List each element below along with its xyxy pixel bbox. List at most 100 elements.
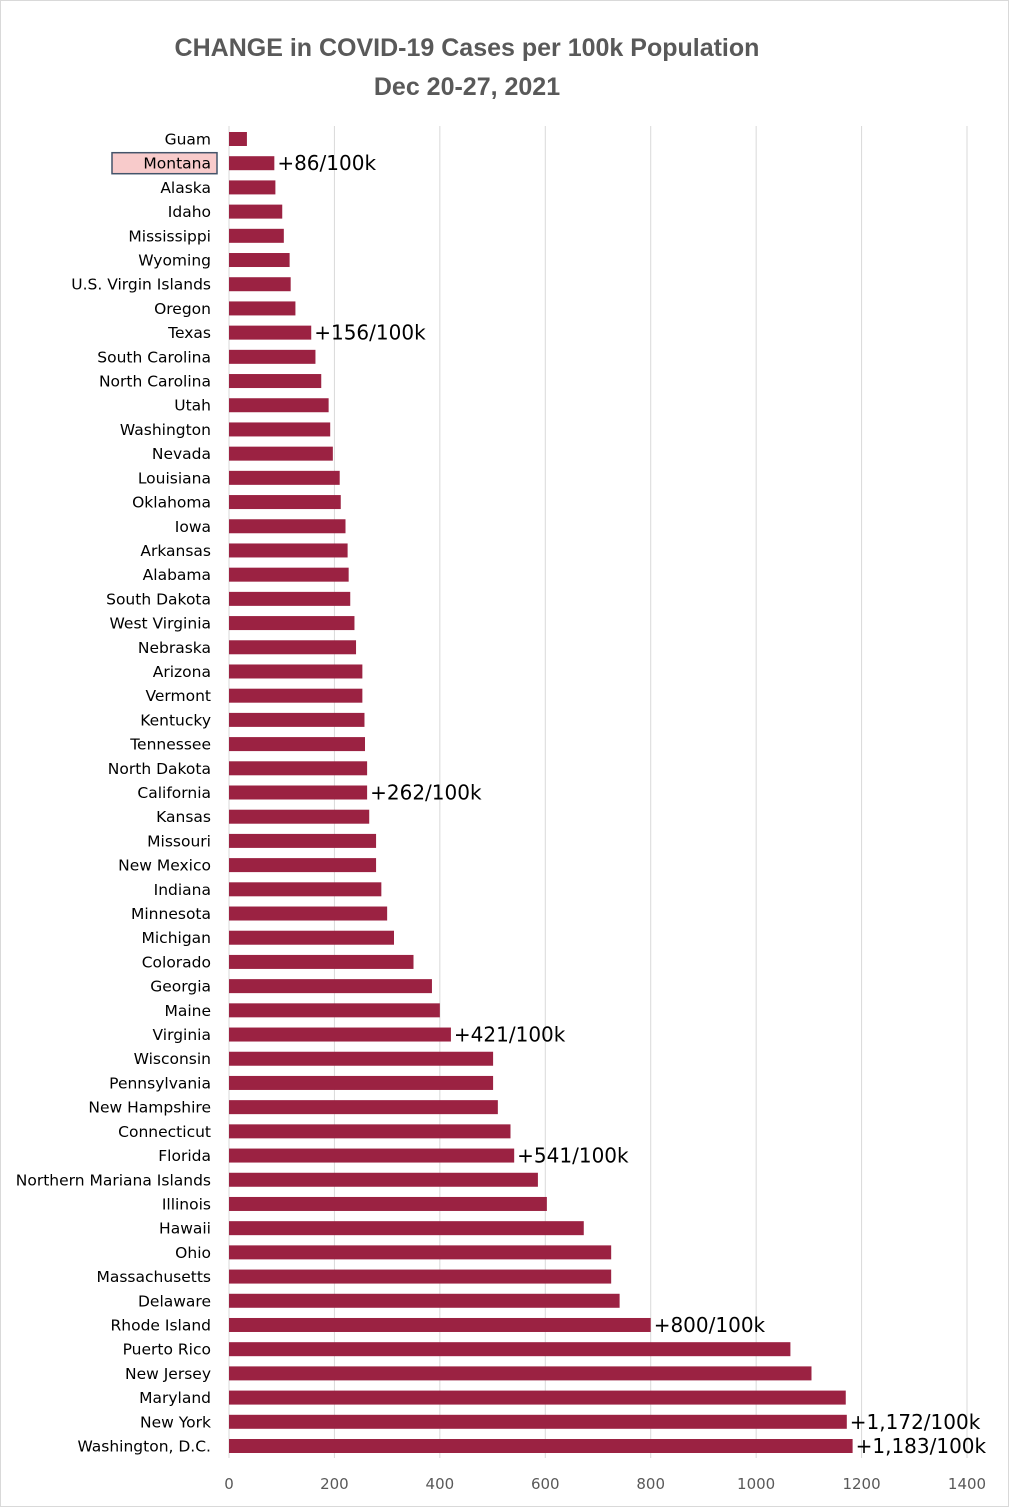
bar-south-carolina xyxy=(229,349,316,364)
gridlines xyxy=(228,126,968,1458)
bar-louisiana xyxy=(229,470,340,485)
bar-arkansas xyxy=(229,543,348,558)
category-label-oklahoma: Oklahoma xyxy=(132,494,211,512)
category-label-montana: Montana xyxy=(143,155,211,173)
bar-delaware xyxy=(229,1293,620,1308)
bar-kentucky xyxy=(229,712,365,727)
category-label-west-virginia: West Virginia xyxy=(110,615,211,633)
chart-title: CHANGE in COVID-19 Cases per 100k Popula… xyxy=(175,34,760,62)
category-label-pennsylvania: Pennsylvania xyxy=(109,1074,211,1092)
bar-virginia xyxy=(229,1027,451,1042)
category-label-kansas: Kansas xyxy=(156,808,211,826)
category-label-nebraska: Nebraska xyxy=(138,639,211,657)
category-label-washington-d-c: Washington, D.C. xyxy=(77,1438,211,1456)
category-label-tennessee: Tennessee xyxy=(129,736,211,754)
bar-northern-mariana-islands xyxy=(229,1172,538,1187)
category-label-new-jersey: New Jersey xyxy=(125,1365,211,1383)
bar-massachusetts xyxy=(229,1269,612,1284)
category-label-north-dakota: North Dakota xyxy=(108,760,211,778)
x-tick-label-1000: 1000 xyxy=(737,1475,775,1493)
bar-washington-d-c xyxy=(229,1439,853,1453)
bar-north-carolina xyxy=(229,374,322,389)
category-label-massachusetts: Massachusetts xyxy=(96,1268,211,1286)
category-label-vermont: Vermont xyxy=(145,687,211,705)
bar-kansas xyxy=(229,809,370,824)
bar-u-s-virgin-islands xyxy=(229,277,291,292)
category-label-florida: Florida xyxy=(158,1147,211,1165)
category-label-california: California xyxy=(137,784,211,802)
bar-utah xyxy=(229,398,329,413)
bar-south-dakota xyxy=(229,591,351,606)
bar-maryland xyxy=(229,1390,846,1405)
bar-puerto-rico xyxy=(229,1342,791,1357)
data-label-texas: +156/100k xyxy=(314,321,426,345)
bar-connecticut xyxy=(229,1124,511,1139)
data-label-new-york: +1,172/100k xyxy=(850,1410,981,1434)
category-label-alaska: Alaska xyxy=(160,179,211,197)
bar-tennessee xyxy=(229,737,366,752)
bar-wisconsin xyxy=(229,1051,494,1066)
x-axis-ticks: 0 200 400 600 800 1000 1200 1400 xyxy=(224,1475,986,1493)
category-label-louisiana: Louisiana xyxy=(138,469,211,487)
bar-michigan xyxy=(229,930,394,945)
category-label-delaware: Delaware xyxy=(138,1292,211,1310)
category-label-u-s-virgin-islands: U.S. Virgin Islands xyxy=(71,276,211,294)
bar-washington xyxy=(229,422,331,437)
category-label-new-york: New York xyxy=(140,1413,211,1431)
bar-oregon xyxy=(229,301,296,316)
category-label-guam: Guam xyxy=(165,131,211,149)
bar-oklahoma xyxy=(229,495,341,510)
category-label-rhode-island: Rhode Island xyxy=(111,1316,212,1334)
data-label-washington-d-c: +1,183/100k xyxy=(856,1434,987,1458)
data-label-florida: +541/100k xyxy=(517,1144,629,1168)
bar-nebraska xyxy=(229,640,357,655)
bar-hawaii xyxy=(229,1221,584,1236)
category-label-connecticut: Connecticut xyxy=(118,1123,211,1141)
x-tick-label-0: 0 xyxy=(224,1475,234,1493)
bar-illinois xyxy=(229,1196,547,1211)
category-highlight xyxy=(111,151,218,175)
category-label-texas: Texas xyxy=(167,324,211,342)
bar-florida xyxy=(229,1148,515,1163)
category-label-maryland: Maryland xyxy=(139,1389,211,1407)
annotations: +86/100k +156/100k +262/100k +421/100k +541/… xyxy=(277,151,986,1458)
category-label-south-dakota: South Dakota xyxy=(106,590,211,608)
x-tick-label-800: 800 xyxy=(636,1475,665,1493)
category-label-indiana: Indiana xyxy=(154,881,211,899)
category-label-new-mexico: New Mexico xyxy=(118,857,211,875)
bar-idaho xyxy=(229,204,283,219)
bar-georgia xyxy=(229,979,432,994)
category-label-minnesota: Minnesota xyxy=(131,905,211,923)
data-label-virginia: +421/100k xyxy=(454,1023,566,1047)
category-label-hawaii: Hawaii xyxy=(159,1220,211,1238)
category-labels: Guam Montana Alaska Idaho Mississippi Wyoming… xyxy=(16,131,211,1456)
x-tick-label-400: 400 xyxy=(426,1475,455,1493)
category-label-iowa: Iowa xyxy=(175,518,211,536)
bar-west-virginia xyxy=(229,616,355,631)
bar-new-jersey xyxy=(229,1366,812,1381)
bar-arizona xyxy=(229,664,363,679)
x-tick-label-200: 200 xyxy=(320,1475,349,1493)
category-label-new-hampshire: New Hampshire xyxy=(88,1099,211,1117)
x-tick-label-1200: 1200 xyxy=(842,1475,880,1493)
bar-north-dakota xyxy=(229,761,368,776)
bar-alaska xyxy=(229,180,276,195)
x-tick-label-1400: 1400 xyxy=(948,1475,986,1493)
category-label-ohio: Ohio xyxy=(175,1244,211,1262)
category-label-wisconsin: Wisconsin xyxy=(134,1050,211,1068)
data-label-rhode-island: +800/100k xyxy=(654,1313,766,1337)
category-label-mississippi: Mississippi xyxy=(128,227,211,245)
category-label-nevada: Nevada xyxy=(152,445,211,463)
bar-colorado xyxy=(229,954,414,969)
category-label-virginia: Virginia xyxy=(153,1026,211,1044)
category-label-arkansas: Arkansas xyxy=(140,542,211,560)
category-label-colorado: Colorado xyxy=(142,953,211,971)
data-label-california: +262/100k xyxy=(370,781,482,805)
category-label-puerto-rico: Puerto Rico xyxy=(123,1341,211,1359)
category-label-arizona: Arizona xyxy=(153,663,211,681)
data-label-montana: +86/100k xyxy=(277,151,376,175)
bar-california xyxy=(229,785,368,800)
bar-minnesota xyxy=(229,906,388,921)
bar-nevada xyxy=(229,446,333,461)
